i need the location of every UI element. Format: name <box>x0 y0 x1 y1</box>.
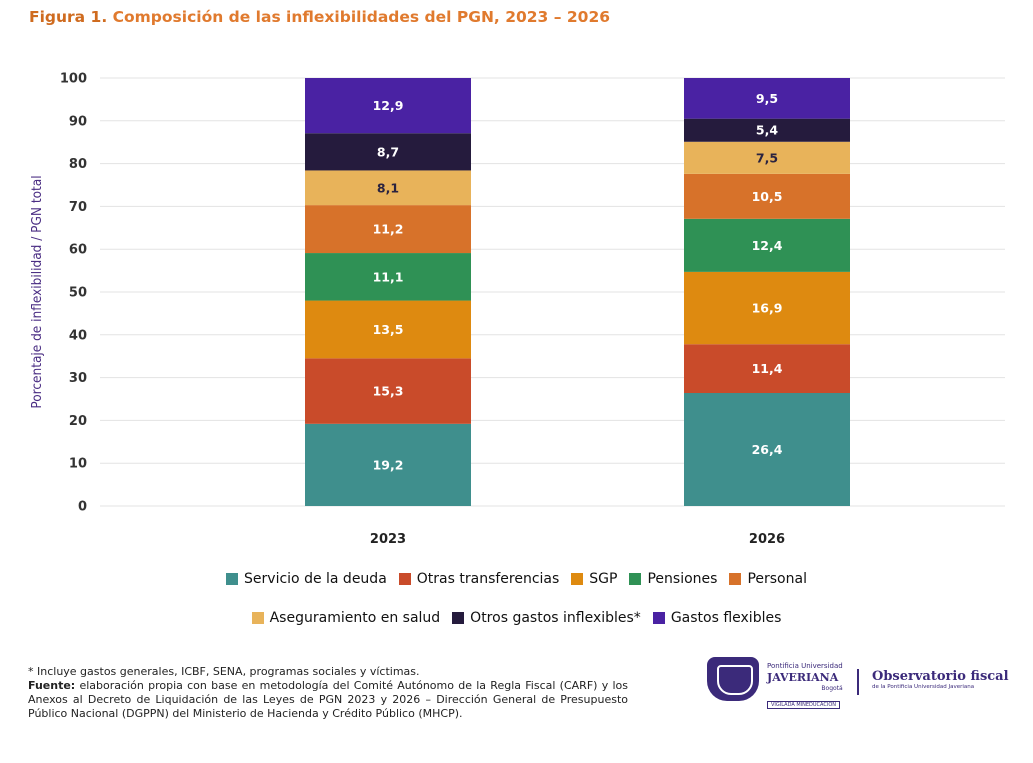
chart-bars: 19,2 15,3 13,5 11,1 11,2 8,1 8,7 12,9 26,4 11,4 16… <box>305 78 850 506</box>
observatorio-subtitle: de la Pontificia Universidad Javeriana <box>872 684 975 690</box>
x-axis-categories: 2023 2026 <box>370 532 785 547</box>
y-tick-label: 80 <box>69 157 87 172</box>
bar-segment <box>305 205 471 254</box>
figure-title-text: Composición de las inflexibilidades del … <box>112 8 611 26</box>
y-tick-label: 90 <box>69 114 87 129</box>
bar-value-label: 11,2 <box>373 222 404 237</box>
bar-segment <box>684 118 850 142</box>
bar-segment <box>305 133 471 171</box>
legend-label: Otras transferencias <box>416 571 560 587</box>
x-category-label: 2026 <box>749 532 785 547</box>
bar-value-label: 19,2 <box>373 457 404 472</box>
legend-label: Personal <box>747 571 807 587</box>
bar-value-label: 26,4 <box>752 442 783 457</box>
footnote-note: * Incluye gastos generales, ICBF, SENA, … <box>28 665 420 678</box>
observatorio-name: Observatorio fiscal <box>872 669 1009 684</box>
bar-segment <box>305 358 471 424</box>
y-tick-label: 20 <box>69 414 87 429</box>
chart-legend-row-2: Aseguramiento en salud Otros gastos infle… <box>0 610 1033 626</box>
bar-value-label: 11,1 <box>373 269 404 284</box>
legend-swatch <box>251 612 264 624</box>
bar-value-label: 9,5 <box>756 91 778 106</box>
y-tick-label: 100 <box>60 72 87 87</box>
figure-footnote: * Incluye gastos generales, ICBF, SENA, … <box>28 665 628 721</box>
legend-swatch <box>629 573 642 585</box>
y-tick-label: 50 <box>69 286 87 301</box>
legend-label: Gastos flexibles <box>670 610 782 626</box>
bar-segment <box>684 173 850 219</box>
y-tick-label: 30 <box>69 371 87 386</box>
javeriana-small-text: Pontificia Universidad <box>767 662 843 670</box>
institution-logos: Pontificia Universidad JAVERIANA Bogotá … <box>707 655 1017 715</box>
bar-value-label: 10,5 <box>752 189 783 204</box>
bar-value-label: 15,3 <box>373 384 404 399</box>
bar-segment <box>305 170 471 206</box>
bar-value-label: 7,5 <box>756 150 778 165</box>
y-tick-label: 60 <box>69 243 87 258</box>
footnote-source-text: elaboración propia con base en metodolog… <box>28 679 628 720</box>
bar-segment <box>684 141 850 174</box>
bar-segment <box>305 423 471 506</box>
bar-segment <box>305 78 471 134</box>
legend-swatch <box>226 573 239 585</box>
legend-label: Otros gastos inflexibles* <box>470 610 641 626</box>
bar-segment <box>684 344 850 394</box>
legend-item: Otros gastos inflexibles* <box>452 610 641 626</box>
legend-item: Servicio de la deuda <box>226 571 387 587</box>
bar-segment <box>684 218 850 272</box>
javeriana-wordmark: Pontificia Universidad JAVERIANA Bogotá <box>767 661 843 694</box>
y-tick-label: 10 <box>69 457 87 472</box>
figure-title: Figura 1. Composición de las inflexibili… <box>29 8 610 26</box>
footnote-source-label: Fuente: <box>28 679 76 692</box>
observatorio-wordmark: Observatorio fiscal de la Pontificia Uni… <box>872 669 1009 690</box>
bar-segment <box>305 253 471 301</box>
chart-gridlines <box>100 77 1005 507</box>
legend-label: Aseguramiento en salud <box>269 610 441 626</box>
bar-value-label: 13,5 <box>373 322 404 337</box>
legend-label: Pensiones <box>647 571 718 587</box>
bar-value-label: 12,9 <box>373 98 404 113</box>
javeriana-name: JAVERIANA <box>767 671 839 684</box>
bar-segment <box>684 393 850 506</box>
footnote-source: Fuente: elaboración propia con base en m… <box>28 679 628 721</box>
figure-title-prefix: Figura 1. <box>29 8 108 26</box>
legend-swatch <box>571 573 584 585</box>
legend-swatch <box>398 573 411 585</box>
javeriana-city: Bogotá <box>821 685 843 692</box>
legend-swatch <box>652 612 665 624</box>
legend-label: Servicio de la deuda <box>244 571 387 587</box>
bar-value-label: 16,9 <box>752 301 783 316</box>
legend-item: Gastos flexibles <box>652 610 782 626</box>
legend-label: SGP <box>589 571 618 587</box>
legend-swatch <box>452 612 465 624</box>
bar-value-label: 8,7 <box>377 144 399 159</box>
javeriana-shield-icon <box>707 657 759 701</box>
bar-value-label: 11,4 <box>752 361 783 376</box>
y-axis-ticks: 0 10 20 30 40 50 60 70 80 90 100 <box>60 72 87 515</box>
bar-segment <box>684 78 850 119</box>
bar-segment <box>684 271 850 345</box>
legend-item: Personal <box>729 571 807 587</box>
legend-item: Aseguramiento en salud <box>251 610 441 626</box>
bar-value-label: 8,1 <box>377 180 399 195</box>
bar-value-label: 12,4 <box>752 238 783 253</box>
logo-separator <box>857 669 859 695</box>
y-tick-label: 40 <box>69 328 87 343</box>
legend-item: SGP <box>571 571 617 587</box>
y-tick-label: 70 <box>69 200 87 215</box>
legend-swatch <box>729 573 742 585</box>
bar-segment <box>305 300 471 359</box>
y-axis-title: Porcentaje de inflexibilidad / PGN total <box>29 175 45 408</box>
bar-value-label: 5,4 <box>756 123 778 138</box>
y-tick-label: 0 <box>78 500 87 515</box>
legend-item: Otras transferencias <box>398 571 560 587</box>
chart-legend-row-1: Servicio de la deuda Otras transferencias… <box>0 571 1033 587</box>
legend-item: Pensiones <box>629 571 717 587</box>
x-category-label: 2023 <box>370 532 406 547</box>
javeriana-tag: VIGILADA MINEDUCACIÓN <box>767 701 840 709</box>
